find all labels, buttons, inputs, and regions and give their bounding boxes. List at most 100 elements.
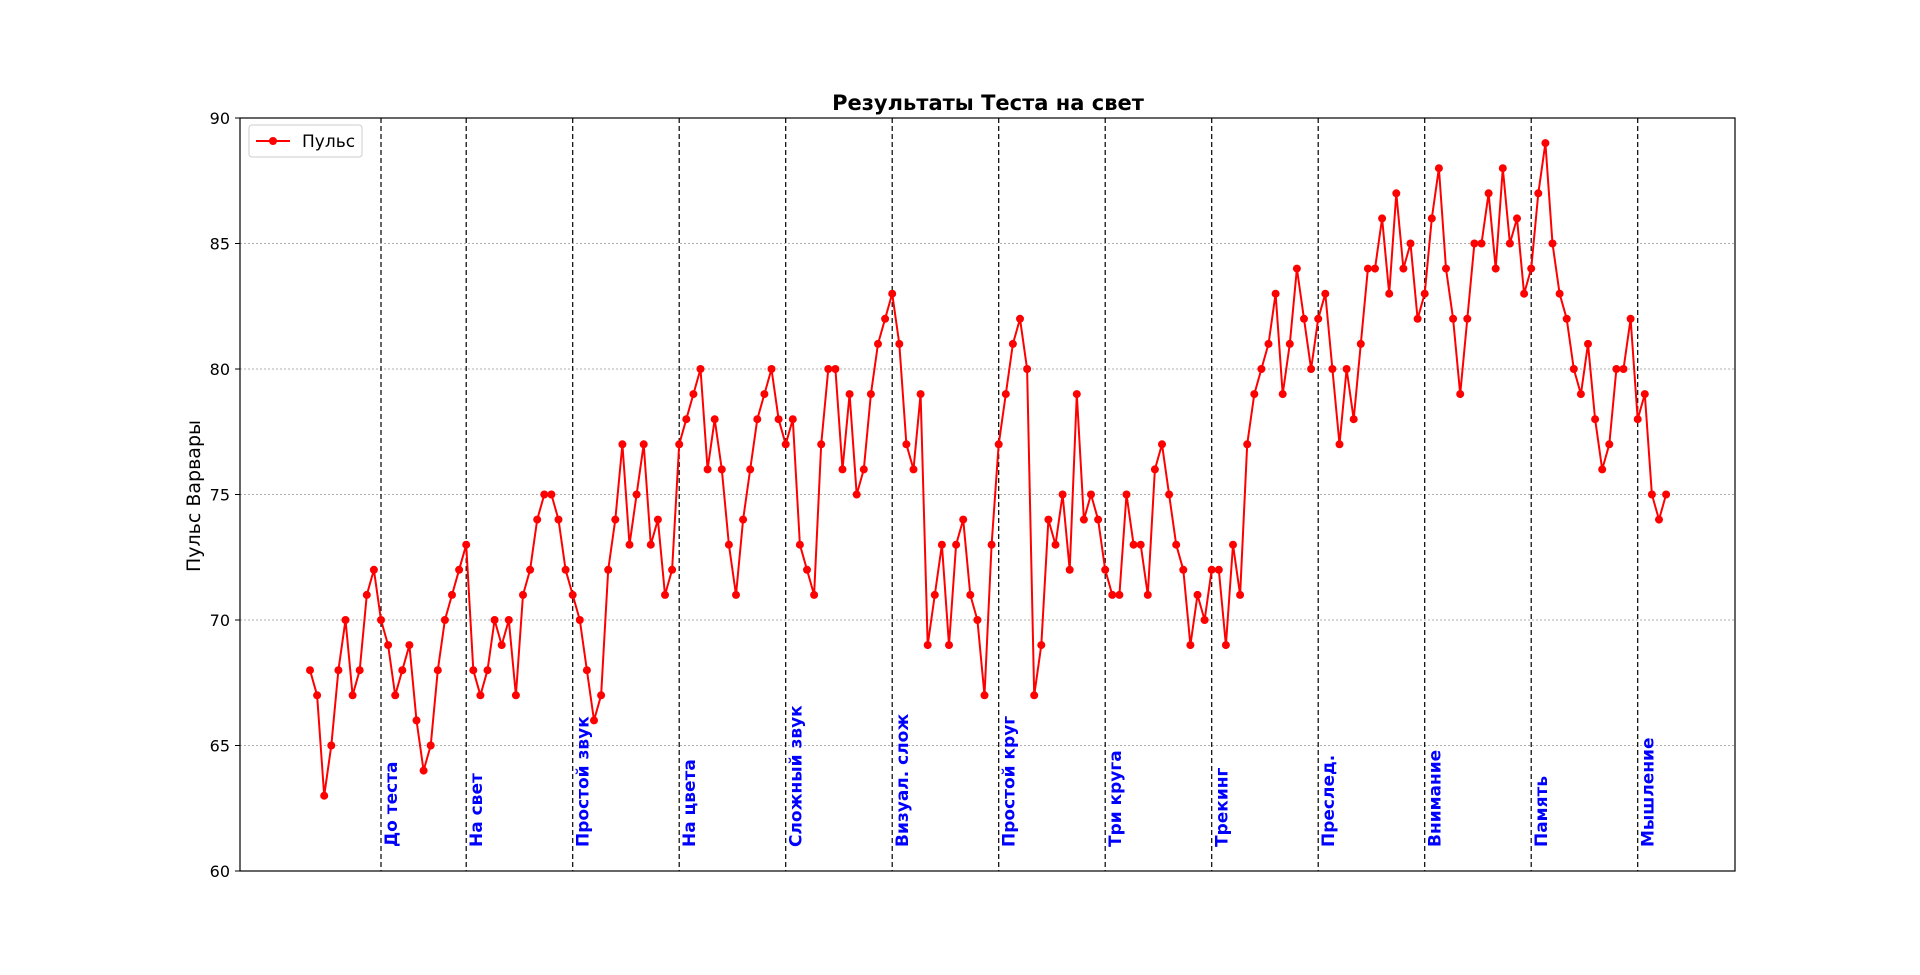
section-label: Трекинг: [1213, 768, 1233, 847]
data-point: [1399, 264, 1408, 273]
data-point: [937, 540, 946, 549]
data-point: [1257, 365, 1266, 373]
data-point: [817, 440, 826, 449]
data-point: [348, 691, 357, 700]
data-point: [916, 390, 925, 399]
data-point: [1016, 314, 1024, 323]
section-label: Преслед.: [1319, 755, 1339, 847]
data-point: [632, 490, 641, 499]
data-point: [1378, 214, 1387, 223]
data-point: [1647, 490, 1656, 499]
data-point: [1534, 189, 1543, 198]
data-point: [1129, 540, 1138, 549]
data-point: [490, 616, 499, 624]
data-point: [1101, 565, 1110, 574]
data-point: [568, 590, 577, 599]
data-point: [1392, 189, 1401, 198]
section-label: Мышление: [1639, 737, 1659, 847]
data-point: [497, 641, 506, 650]
data-point: [1079, 515, 1088, 524]
data-point: [845, 390, 854, 399]
section-label: Внимание: [1426, 750, 1446, 847]
data-point: [1605, 440, 1614, 449]
data-point: [795, 540, 804, 549]
data-point: [582, 666, 591, 675]
data-point: [625, 540, 634, 549]
data-point: [1037, 641, 1046, 650]
data-point: [526, 565, 535, 574]
data-point: [369, 565, 378, 574]
data-point: [1413, 314, 1422, 323]
data-point: [732, 590, 740, 599]
data-point: [412, 716, 421, 725]
data-point: [1541, 139, 1550, 148]
y-tick-label: 85: [210, 235, 230, 254]
data-point: [930, 590, 939, 599]
section-label: На цвета: [680, 759, 700, 847]
data-point: [1612, 365, 1621, 373]
data-point: [391, 691, 400, 700]
data-point: [866, 390, 875, 399]
data-point: [1662, 490, 1671, 499]
data-point: [355, 666, 364, 675]
data-point: [1491, 264, 1500, 273]
data-point: [377, 616, 385, 624]
data-point: [1115, 590, 1124, 599]
data-point: [1484, 189, 1493, 198]
data-point: [1207, 565, 1216, 574]
data-point: [554, 515, 563, 524]
section-label: Три круга: [1106, 750, 1126, 847]
data-point: [540, 490, 549, 499]
data-point: [945, 641, 953, 650]
data-point: [1150, 465, 1159, 474]
data-point: [483, 666, 492, 675]
data-point: [1214, 565, 1223, 574]
data-point: [433, 666, 442, 675]
y-tick-label: 65: [210, 737, 230, 756]
data-point: [1442, 264, 1450, 273]
data-point: [1179, 565, 1188, 574]
data-point: [1363, 264, 1372, 273]
series-line: [309, 142, 1668, 797]
data-point: [590, 716, 598, 725]
data-point: [1023, 365, 1032, 373]
data-point: [1051, 540, 1060, 549]
data-point: [1307, 365, 1316, 373]
data-point: [1349, 415, 1358, 424]
data-point: [1094, 515, 1103, 524]
data-point: [1221, 641, 1230, 650]
y-tick-label: 75: [210, 486, 230, 505]
data-point: [476, 691, 485, 700]
data-point: [696, 365, 705, 373]
data-point: [1470, 239, 1479, 248]
y-axis-label: Пульс Варвары: [183, 420, 205, 572]
legend-series-name: Пульс: [302, 132, 355, 152]
data-point: [334, 666, 343, 675]
data-point: [1243, 440, 1252, 449]
data-point: [1236, 590, 1245, 599]
data-point: [519, 590, 527, 599]
data-point: [1292, 264, 1301, 273]
data-point: [561, 565, 570, 574]
data-point: [1087, 490, 1095, 499]
data-point: [1044, 515, 1053, 524]
data-point: [1186, 641, 1195, 650]
data-point: [710, 415, 719, 424]
data-point: [1030, 691, 1039, 700]
data-point: [1072, 390, 1081, 399]
data-point: [1598, 465, 1607, 474]
data-point: [661, 590, 669, 599]
data-point: [1264, 339, 1273, 348]
data-point: [824, 365, 833, 373]
data-point: [767, 365, 776, 373]
data-point: [1655, 515, 1663, 524]
data-point: [874, 339, 882, 348]
data-point: [753, 415, 762, 424]
legend-marker: [269, 137, 277, 145]
data-point: [902, 440, 911, 449]
y-tick-label: 60: [210, 862, 230, 881]
data-point: [646, 540, 655, 549]
data-point: [1143, 590, 1152, 599]
data-point: [1427, 214, 1436, 223]
